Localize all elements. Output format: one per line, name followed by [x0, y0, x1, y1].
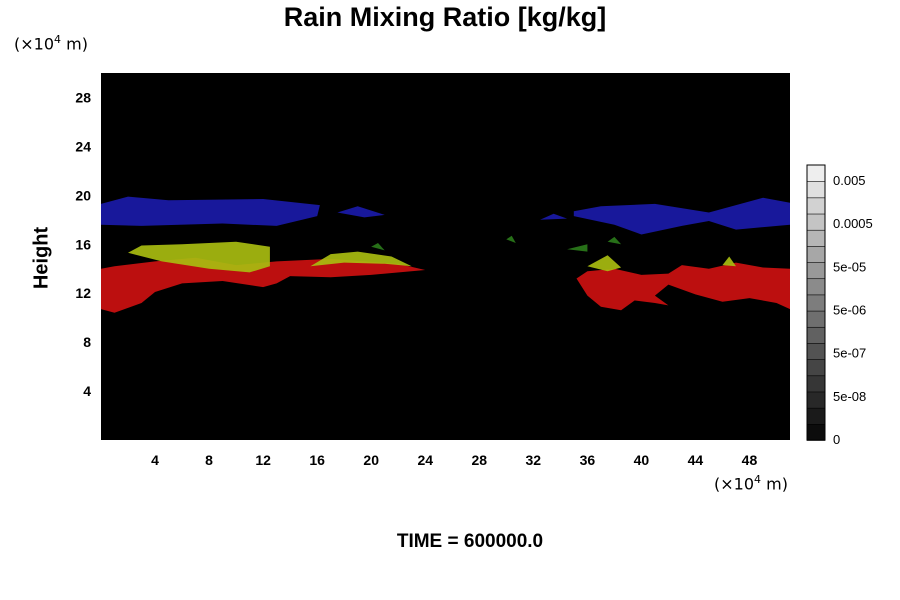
x-tick-label: 36 — [580, 452, 596, 468]
colorbar-step — [806, 374, 826, 393]
y-tick-label: 28 — [75, 89, 91, 105]
chart-title: Rain Mixing Ratio [kg/kg] — [283, 2, 607, 32]
region-green-11 — [567, 244, 588, 252]
y-tick-label: 16 — [75, 236, 91, 252]
x-tick-label: 12 — [255, 452, 271, 468]
time-label: TIME = 600000.0 — [396, 531, 544, 552]
region-red-5 — [576, 262, 790, 311]
y-tick-label: 12 — [75, 285, 91, 301]
colorbar-tick-label: 0 — [833, 432, 840, 447]
colorbar-step — [806, 277, 826, 296]
colorbar-step — [806, 358, 826, 377]
y-axis-unit: (×104 m) — [14, 33, 88, 54]
colorbar-step — [806, 261, 826, 280]
region-green-13 — [371, 243, 385, 251]
x-tick-label: 16 — [309, 452, 325, 468]
colorbar-step — [806, 197, 826, 215]
colorbar-frame — [806, 164, 826, 441]
x-tick-label: 24 — [417, 452, 433, 468]
region-green-12 — [607, 236, 622, 245]
x-axis-ticks: 4 8 12 16 20 24 28 32 36 40 44 48 — [151, 452, 757, 468]
colorbar-tick-label: 5e-06 — [833, 303, 866, 318]
colorbar-tick-label: 5e-07 — [833, 346, 866, 361]
region-yellow-6 — [128, 241, 270, 273]
x-tick-label: 40 — [634, 452, 650, 468]
region-yellow-7 — [310, 251, 412, 267]
colorbar-step — [806, 342, 826, 360]
colorbar-step — [806, 164, 826, 182]
region-yellow-9 — [722, 256, 736, 267]
colorbar: 0 5e-08 5e-07 5e-06 5e-05 0.0005 0.005 — [806, 164, 873, 447]
colorbar-step — [806, 245, 826, 263]
y-tick-label: 24 — [75, 138, 91, 154]
colorbar-step — [806, 391, 826, 409]
x-tick-label: 28 — [471, 452, 487, 468]
y-tick-label: 4 — [83, 383, 91, 399]
y-tick-label: 8 — [83, 334, 91, 350]
region-green-10 — [506, 235, 516, 243]
x-tick-label: 8 — [205, 452, 213, 468]
x-tick-label: 4 — [151, 452, 159, 468]
colorbar-step — [806, 229, 826, 247]
x-axis-unit: (×104 m) — [714, 473, 788, 494]
x-tick-label: 48 — [742, 452, 758, 468]
region-blue-3 — [573, 197, 790, 235]
region-red-4 — [101, 257, 426, 313]
colorbar-step — [806, 423, 826, 441]
x-tick-label: 44 — [688, 452, 704, 468]
region-blue-2 — [540, 213, 568, 220]
colorbar-tick-label: 0.005 — [833, 173, 866, 188]
colorbar-tick-label: 5e-08 — [833, 389, 866, 404]
y-tick-label: 20 — [75, 187, 91, 203]
colorbar-step — [806, 407, 826, 425]
colorbar-step — [806, 180, 826, 199]
colorbar-step — [806, 294, 826, 312]
y-axis-ticks: 4 8 12 16 20 24 28 — [75, 89, 91, 399]
region-blue-1 — [337, 206, 385, 218]
region-yellow-8 — [587, 255, 622, 272]
colorbar-step — [806, 310, 826, 328]
region-blue-0 — [101, 196, 320, 226]
x-tick-label: 20 — [363, 452, 379, 468]
colorbar-step — [806, 326, 826, 344]
colorbar-tick-label: 0.0005 — [833, 216, 873, 231]
colorbar-step — [806, 213, 826, 231]
data-regions — [101, 196, 790, 313]
colorbar-tick-label: 5e-05 — [833, 259, 866, 274]
x-tick-label: 32 — [526, 452, 542, 468]
